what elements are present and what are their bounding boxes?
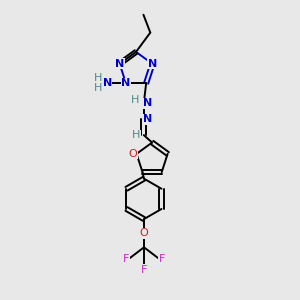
Text: N: N bbox=[103, 78, 112, 88]
Text: H: H bbox=[132, 130, 140, 140]
Text: N: N bbox=[148, 59, 157, 69]
Text: H: H bbox=[94, 73, 102, 83]
Text: F: F bbox=[141, 265, 147, 275]
Text: O: O bbox=[129, 149, 137, 159]
Text: F: F bbox=[123, 254, 129, 264]
Text: N: N bbox=[143, 98, 152, 108]
Text: F: F bbox=[159, 254, 165, 264]
Text: N: N bbox=[143, 114, 152, 124]
Text: H: H bbox=[94, 83, 102, 94]
Text: N: N bbox=[115, 59, 124, 69]
Text: H: H bbox=[131, 95, 140, 105]
Text: O: O bbox=[140, 228, 148, 238]
Text: N: N bbox=[121, 78, 130, 88]
